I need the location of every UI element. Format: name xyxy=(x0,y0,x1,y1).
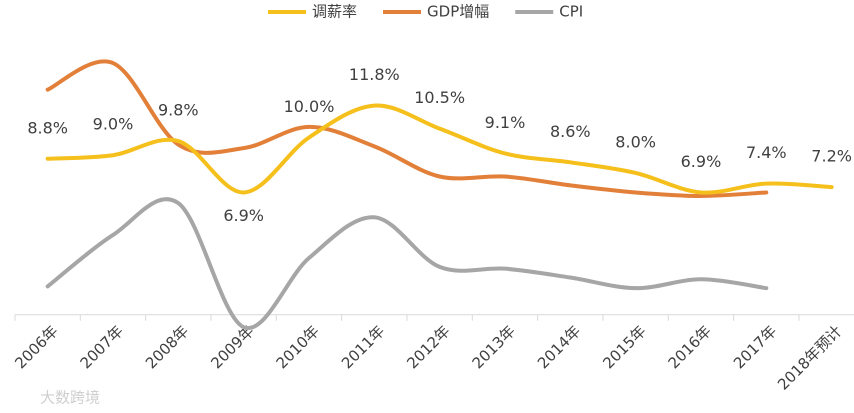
legend-label: 调薪率 xyxy=(312,3,357,21)
x-tick-label: 2013年 xyxy=(469,322,519,372)
data-label: 10.5% xyxy=(414,88,465,107)
data-label: 7.4% xyxy=(746,143,787,162)
x-tick-label: 2012年 xyxy=(403,322,453,372)
data-label: 7.2% xyxy=(811,147,852,166)
x-tick-label: 2015年 xyxy=(599,322,649,372)
watermark: 大数跨境 xyxy=(40,389,100,407)
data-label: 9.8% xyxy=(158,101,199,120)
series-line xyxy=(45,103,834,195)
data-label: 9.1% xyxy=(485,113,526,132)
legend-label: GDP增幅 xyxy=(427,3,489,21)
data-label: 10.0% xyxy=(284,97,335,116)
series-line xyxy=(45,59,769,198)
x-tick-label: 2006年 xyxy=(11,322,61,372)
data-label: 6.9% xyxy=(223,206,264,225)
x-tick-label: 2016年 xyxy=(665,322,715,372)
data-label: 11.8% xyxy=(349,65,400,84)
data-label: 8.8% xyxy=(27,118,68,137)
data-label: 6.9% xyxy=(681,152,722,171)
data-label: 9.0% xyxy=(93,115,134,134)
data-label: 8.0% xyxy=(615,132,656,151)
x-tick-label: 2017年 xyxy=(730,322,780,372)
data-label: 8.6% xyxy=(550,122,591,141)
x-tick-label: 2008年 xyxy=(142,322,192,372)
x-tick-label: 2011年 xyxy=(338,322,388,372)
x-tick-label: 2007年 xyxy=(77,322,127,372)
legend-label: CPI xyxy=(559,3,583,21)
x-tick-label: 2014年 xyxy=(534,322,584,372)
x-tick-label: 2010年 xyxy=(273,322,323,372)
x-tick-label: 2018年预计 xyxy=(774,322,846,394)
series-line xyxy=(45,197,769,331)
